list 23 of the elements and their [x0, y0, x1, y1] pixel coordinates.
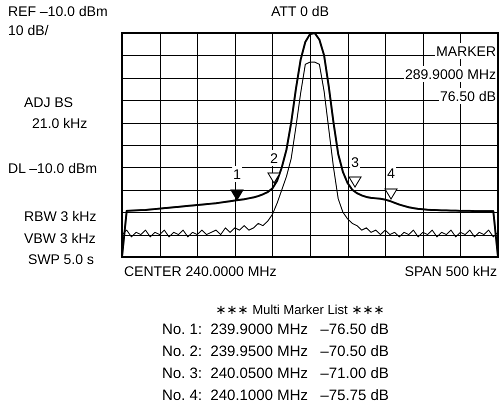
text: DL –10.0 dBm: [8, 160, 97, 176]
text: REF –10.0 dBm: [8, 3, 108, 19]
text: VBW 3 kHz: [24, 230, 96, 246]
text: No. 3: 240.0500 MHz –71.00 dB: [162, 365, 389, 382]
text: ADJ BS: [24, 94, 74, 110]
text: SPAN 500 kHz: [404, 263, 497, 279]
annotation: MARKER: [435, 43, 497, 59]
text: No. 4: 240.1000 MHz –75.75 dB: [162, 387, 389, 404]
text: No. 1: 239.9000 MHz –76.50 dB: [162, 321, 389, 338]
text: SWP 5.0 s: [28, 251, 94, 267]
annotation: 1: [232, 166, 242, 182]
annotation: 4: [386, 165, 396, 181]
text: RBW 3 kHz: [24, 208, 96, 224]
annotation: 289.9000 MHz: [404, 66, 497, 82]
annotation: 3: [350, 154, 360, 170]
annotation: 2: [269, 150, 279, 166]
text: 21.0 kHz: [32, 115, 88, 131]
text: ∗∗∗ Multi Marker List ∗∗∗: [216, 302, 384, 318]
annotation: 76.50 dB: [438, 88, 497, 104]
text: 10 dB/: [8, 22, 48, 38]
text: No. 2: 239.9500 MHz –70.50 dB: [162, 343, 389, 360]
text: ATT 0 dB: [271, 3, 329, 19]
text: CENTER 240.0000 MHz: [124, 263, 277, 279]
